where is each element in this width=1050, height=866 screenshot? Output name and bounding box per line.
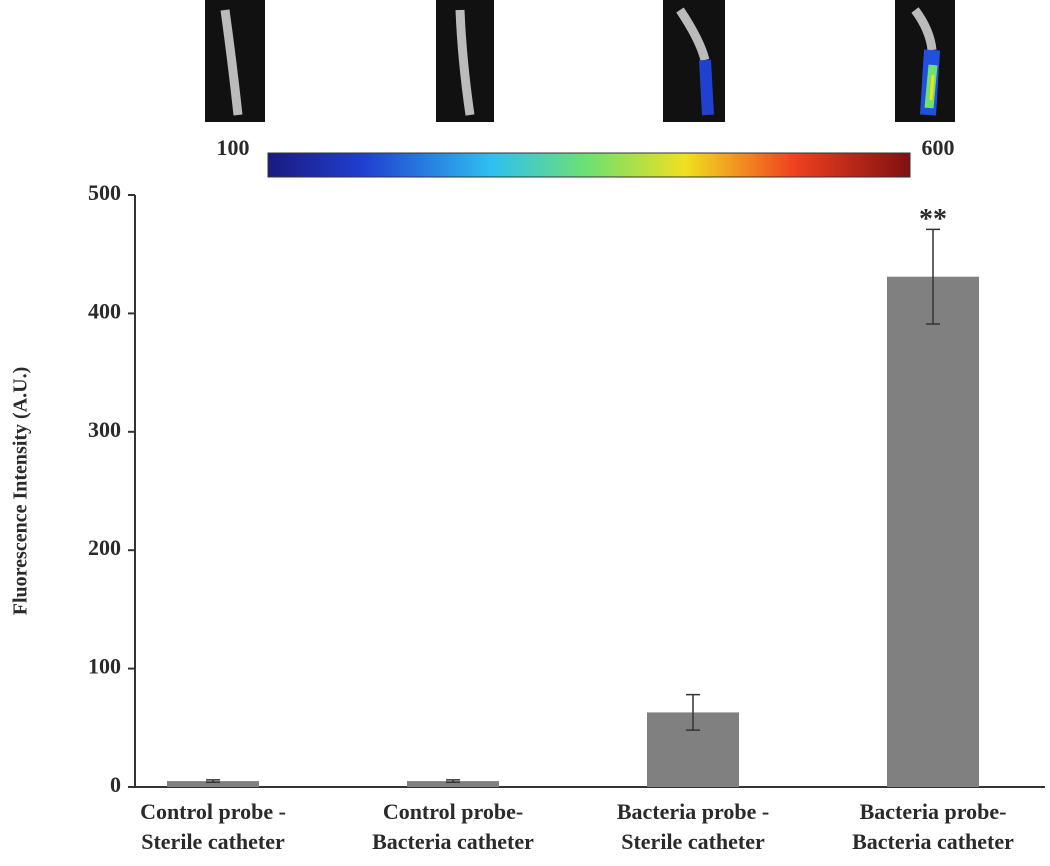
y-axis-title: Fluorescence Intensity (A.U.) — [10, 367, 32, 615]
x-tick-label: Control probe - — [140, 799, 286, 824]
error-bar — [446, 779, 460, 784]
x-tick-label: Bacteria catheter — [852, 829, 1014, 854]
y-tick-label: 500 — [88, 180, 121, 205]
colorbar-min: 100 — [217, 135, 250, 160]
y-tick-label: 200 — [88, 535, 121, 560]
y-tick-label: 300 — [88, 417, 121, 442]
x-tick-label: Control probe- — [383, 799, 523, 824]
colorbar-max: 600 — [922, 135, 955, 160]
x-tick-label: Sterile catheter — [621, 829, 765, 854]
bar — [167, 781, 259, 787]
error-bar — [206, 779, 220, 784]
colorbar — [267, 152, 911, 178]
bar — [887, 276, 979, 787]
x-tick-label: Bacteria probe - — [617, 799, 769, 824]
annotation: ** — [919, 204, 947, 235]
error-bar — [926, 228, 940, 325]
y-tick-label: 100 — [88, 654, 121, 679]
catheter-images — [205, 0, 955, 122]
y-tick-label: 400 — [88, 298, 121, 323]
x-tick-label: Bacteria probe- — [860, 799, 1007, 824]
x-tick-label: Sterile catheter — [141, 829, 285, 854]
bar — [407, 781, 499, 787]
x-tick-label: Bacteria catheter — [372, 829, 534, 854]
error-bar — [686, 693, 700, 731]
y-tick-label: 0 — [110, 772, 121, 797]
catheter-image — [663, 0, 725, 122]
